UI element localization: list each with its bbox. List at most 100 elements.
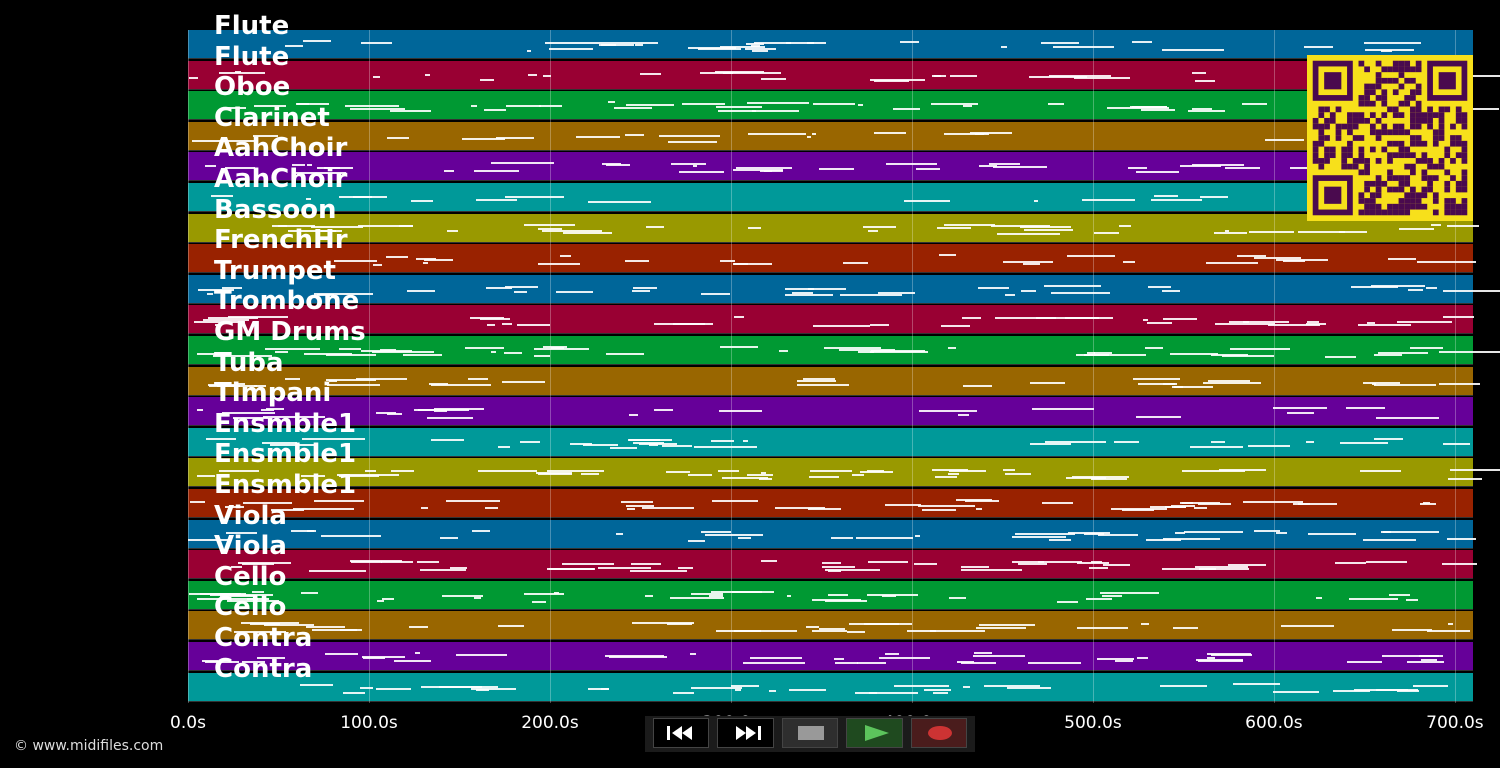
note-mark [855,692,918,695]
track-label: Trombone [214,286,360,317]
note-mark [1215,322,1275,325]
note-mark [996,233,1060,236]
note-mark [242,563,275,566]
note-mark [426,416,474,419]
note-mark [691,687,742,690]
note-mark [654,409,673,412]
note-mark [1003,469,1015,472]
note-mark [1334,561,1367,564]
fast-forward-button[interactable] [717,718,774,748]
note-mark [1015,533,1076,536]
note-mark [254,385,266,388]
note-mark [1048,539,1071,542]
note-mark [823,347,882,350]
note-mark [963,685,970,688]
note-mark [665,470,691,473]
note-mark [732,169,783,172]
stop-button[interactable] [781,718,839,748]
note-mark [524,224,576,227]
note-mark [190,500,205,503]
note-mark [1418,655,1444,658]
note-mark [722,477,769,480]
note-mark [944,133,990,136]
note-mark [227,315,288,318]
note-mark [1162,382,1175,385]
note-mark [1304,45,1333,48]
note-mark [858,351,875,354]
note-mark [1397,321,1452,324]
note-mark [1407,289,1423,292]
note-mark [1381,654,1440,657]
note-mark [1391,629,1433,632]
piano-roll [188,30,1500,703]
note-mark [390,469,415,472]
note-mark [1431,223,1442,226]
track-lane [188,213,1480,243]
note-mark [1162,317,1198,320]
note-mark [1376,416,1440,419]
note-mark [1376,688,1408,691]
note-mark [420,568,467,571]
note-mark [734,316,745,319]
note-mark [700,293,730,296]
note-mark [892,107,921,110]
note-mark [485,287,513,290]
note-mark [1214,231,1247,234]
note-mark [600,44,635,47]
note-mark [363,656,386,659]
note-mark [1242,102,1268,105]
track-lane [188,458,1500,488]
note-mark [1200,196,1228,199]
note-mark [1396,690,1419,693]
note-mark [517,324,550,327]
note-mark [858,104,864,107]
note-mark [1097,658,1135,661]
note-mark [262,415,325,418]
note-mark [343,691,365,694]
note-mark [866,594,919,597]
note-mark [326,378,377,381]
grid-line [188,30,189,703]
track-lane [188,244,1477,274]
note-mark [1114,440,1139,443]
playback-controls [645,716,975,752]
fast-forward-icon [736,726,762,740]
note-mark [1364,42,1422,45]
note-mark [338,474,380,477]
track-label: Viola [214,500,287,531]
note-mark [1141,109,1176,111]
note-mark [1131,41,1152,44]
rewind-button[interactable] [653,718,710,748]
note-mark [1211,441,1225,444]
note-mark [1052,46,1115,49]
note-mark [654,322,713,325]
note-mark [227,599,280,602]
note-mark [213,354,272,357]
tick-label: 500.0s [1064,713,1122,733]
play-button[interactable] [846,718,903,748]
note-mark [261,441,297,444]
note-mark [520,440,540,443]
note-mark [560,255,572,258]
note-mark [1232,683,1280,686]
note-mark [1207,652,1252,655]
note-mark [406,289,436,292]
note-mark [884,504,921,507]
note-mark [958,413,969,416]
note-mark [1373,383,1437,386]
note-mark [225,506,245,509]
note-mark [327,383,381,386]
note-mark [774,507,826,510]
note-mark [733,263,748,266]
note-mark [1420,659,1437,662]
note-mark [334,259,377,262]
note-mark [233,382,245,385]
record-button[interactable] [910,718,968,748]
note-mark [1229,321,1290,324]
note-mark [1170,504,1196,507]
note-mark [526,49,532,52]
note-mark [626,103,675,106]
note-mark [225,532,257,535]
note-mark [439,537,458,540]
note-mark [682,103,726,106]
